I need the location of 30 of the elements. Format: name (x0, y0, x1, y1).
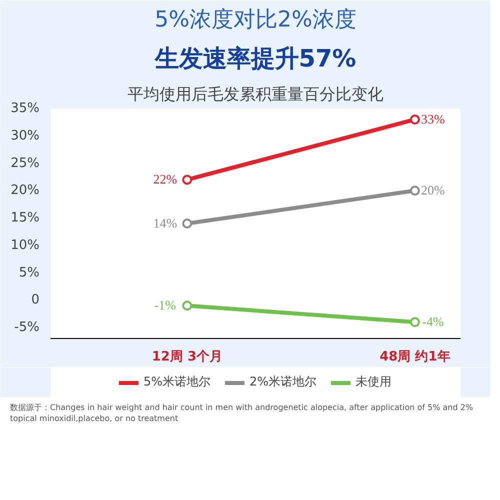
legend-label: 未使用 (356, 374, 392, 390)
chart-title: 5%浓度对比2%浓度 (154, 8, 356, 32)
x-tick-label: 48周 约1年 (380, 350, 450, 364)
legend-label: 5%米诺地尔 (143, 374, 210, 390)
point (182, 174, 192, 185)
text: 平均使用后毛发累积重量百分比变化 (128, 84, 384, 104)
point (410, 317, 420, 328)
point (410, 186, 420, 196)
chart-subtitle: 生发速率提升57% (154, 44, 356, 72)
text: 数据源于：Changes in hair weight and hair count in men with androgenetic alopecia, after application of 5% and 2% topical minoxidil,placebo, or no treatment (10, 402, 474, 425)
x-tick-label: 12周 3个月 (152, 350, 223, 364)
legend-label: 2%米诺地尔 (250, 374, 317, 390)
data-label: -4% (422, 314, 444, 330)
point (410, 114, 420, 124)
y-tick-label: 20% (10, 183, 40, 198)
data-label: -1% (154, 298, 176, 313)
data-label: 14% (153, 216, 178, 230)
point (182, 300, 192, 311)
point (182, 218, 192, 228)
y-tick-label: 10% (10, 238, 40, 253)
y-tick-label: 30% (10, 128, 40, 144)
data-label: 20% (421, 182, 446, 198)
y-tick-label: 25% (10, 156, 40, 171)
data-label: 22% (153, 172, 178, 187)
y-tick-label: 0 (31, 292, 40, 308)
y-tick-label: 5% (18, 265, 40, 280)
data-label: 33% (421, 111, 446, 126)
y-tick-label: -5% (14, 320, 40, 336)
y-tick-label: 35% (10, 101, 40, 116)
y-tick-label: 15% (10, 210, 40, 226)
